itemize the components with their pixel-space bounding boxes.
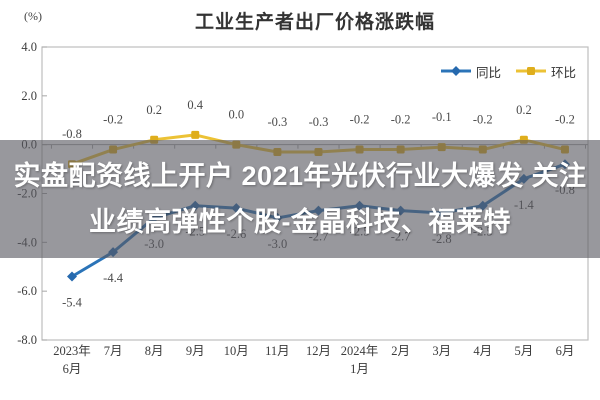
data-point-label: -0.1: [432, 110, 452, 124]
data-point-label: 0.2: [146, 103, 162, 117]
legend-swatch-graphic: [516, 67, 547, 75]
x-axis-category-label: 12月: [306, 344, 331, 358]
x-axis-category-label: 2月: [391, 344, 410, 358]
data-point-label: -0.2: [103, 113, 123, 127]
y-axis-tick-label: 2.0: [21, 89, 37, 103]
x-axis-category-label: 5月: [514, 344, 533, 358]
x-axis-category-label: 2024年 1月: [341, 344, 379, 376]
mom-line-square-icon: [515, 65, 547, 77]
y-axis-tick-label: -8.0: [17, 333, 37, 347]
legend-label-mom: 环比: [551, 65, 577, 80]
data-point-label: 0.0: [229, 108, 245, 122]
x-axis-category-label: 9月: [186, 344, 205, 358]
banner-text-line-2: 业绩高弹性个股-金晶科技、福莱特: [89, 206, 511, 237]
x-axis-category-label: 7月: [104, 344, 123, 358]
data-point-label: -4.4: [103, 271, 124, 285]
x-axis-category-label: 10月: [224, 344, 249, 358]
legend-swatch-graphic: [441, 66, 471, 76]
overlay-ad-banner: 实盘配资线上开户 2021年光伏行业大爆发 关注 业绩高弹性个股-金晶科技、福莱…: [0, 140, 600, 258]
yoy-line-diamond-icon: [440, 65, 472, 77]
data-point-label: -0.2: [473, 113, 493, 127]
banner-text-line-1: 实盘配资线上开户 2021年光伏行业大爆发 关注: [13, 161, 587, 192]
x-axis-category-label: 8月: [145, 344, 164, 358]
x-axis-category-label: 2023年 6月: [53, 344, 91, 376]
x-axis-category-label: 3月: [432, 344, 451, 358]
data-point-label: -5.4: [62, 296, 83, 310]
data-point-label: -0.3: [268, 115, 288, 129]
data-point-label: -0.8: [62, 127, 82, 141]
x-axis-category-label: 4月: [473, 344, 492, 358]
data-point-marker: [191, 130, 200, 139]
x-axis-category-label: 11月: [265, 344, 290, 358]
x-axis-category-label: 6月: [556, 344, 575, 358]
y-axis-tick-label: 4.0: [21, 40, 37, 54]
data-point-label: -0.3: [309, 115, 329, 129]
data-point-marker: [67, 271, 77, 282]
y-axis-unit-label: (%): [24, 9, 42, 23]
data-point-label: -0.2: [350, 113, 370, 127]
data-point-label: -0.2: [555, 113, 575, 127]
legend-item-mom: 环比: [515, 62, 576, 81]
chart-legend: 同比 环比: [440, 62, 576, 80]
legend-item-yoy: 同比: [440, 62, 501, 81]
y-axis-tick-label: -6.0: [17, 284, 37, 298]
data-point-label: -0.2: [391, 113, 411, 127]
chart-title: 工业生产者出厂价格涨跌幅: [194, 12, 435, 33]
data-point-label: 0.4: [187, 98, 203, 112]
legend-label-yoy: 同比: [476, 65, 502, 80]
data-point-label: 0.2: [516, 103, 532, 117]
